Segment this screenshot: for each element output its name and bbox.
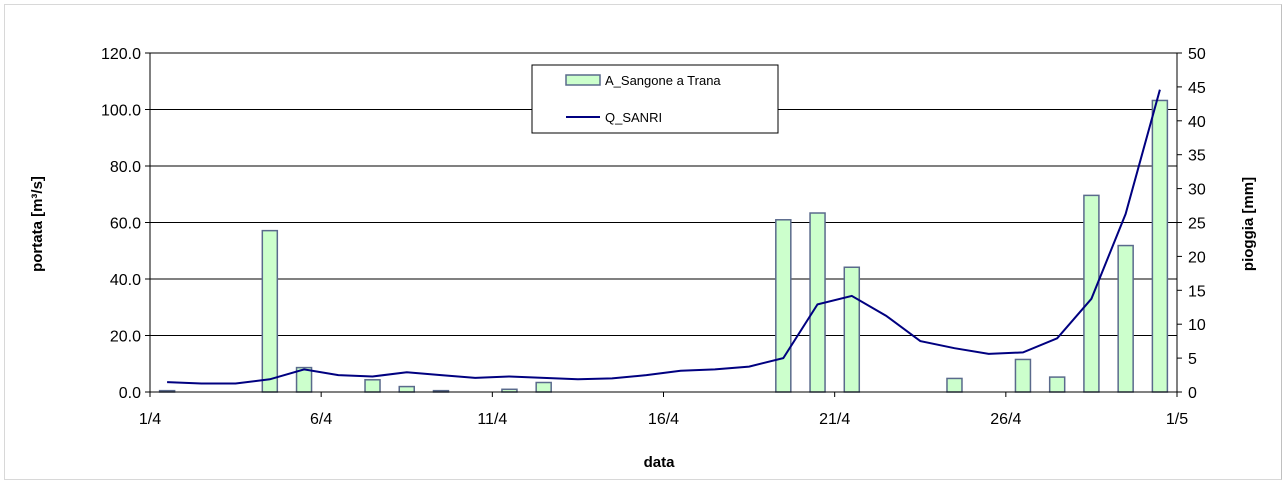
x-tick-label: 26/4 (990, 411, 1021, 428)
chart-frame (4, 4, 1282, 480)
right-tick-label: 5 (1188, 351, 1197, 368)
right-tick-label: 0 (1188, 385, 1197, 402)
rain-bar (1083, 194, 1100, 393)
rain-bar (946, 377, 963, 393)
left-tick-label: 120.0 (101, 46, 141, 63)
rain-bar (398, 385, 415, 393)
x-tick-label: 16/4 (648, 411, 679, 428)
rain-bar (1048, 376, 1066, 393)
x-tick-label: 6/4 (310, 411, 332, 428)
discharge-line (167, 89, 1161, 385)
x-axis-title: data (644, 454, 676, 471)
left-tick-label: 60.0 (110, 216, 141, 233)
grid-lines (150, 52, 1177, 336)
left-tick-label: 20.0 (110, 329, 141, 346)
right-tick-label: 50 (1188, 46, 1206, 63)
x-axis-ticks: 1/4 6/4 11/4 16/4 21/4 26/4 1/5 (139, 392, 1188, 428)
right-tick-label: 30 (1188, 182, 1206, 199)
left-tick-label: 0.0 (119, 385, 141, 402)
left-axis-title: portata [m³/s] (29, 176, 46, 272)
right-tick-label: 10 (1188, 317, 1206, 334)
x-tick-label: 21/4 (819, 411, 850, 428)
legend-line-label: Q_SANRI (605, 110, 662, 125)
legend-bar-swatch (565, 74, 601, 86)
left-tick-label: 100.0 (101, 103, 141, 120)
rain-bar (1014, 358, 1032, 393)
right-tick-label: 25 (1188, 216, 1206, 233)
legend-bar-label: A_Sangone a Trana (605, 73, 721, 88)
discharge-line-group (167, 89, 1161, 385)
x-tick-label: 11/4 (477, 411, 507, 428)
rain-bar (843, 266, 861, 393)
rain-bars (158, 99, 1169, 393)
right-tick-label: 45 (1188, 80, 1206, 97)
rain-bar (364, 379, 381, 393)
left-axis-ticks: 0.0 20.0 40.0 60.0 80.0 100.0 120.0 (101, 46, 150, 402)
right-tick-label: 15 (1188, 283, 1206, 300)
right-tick-label: 40 (1188, 114, 1206, 131)
left-tick-label: 80.0 (110, 159, 141, 176)
legend: A_Sangone a Trana Q_SANRI (531, 64, 779, 134)
right-axis-ticks: 0 5 10 15 20 25 30 35 40 45 50 (1177, 46, 1206, 402)
rain-bar (1117, 244, 1134, 393)
right-axis-title: pioggia [mm] (1240, 177, 1257, 271)
rain-bar (535, 381, 552, 393)
rain-bar (1151, 99, 1169, 393)
x-tick-label: 1/5 (1166, 411, 1188, 428)
rain-bar (775, 219, 792, 393)
x-tick-label: 1/4 (139, 411, 161, 428)
right-tick-label: 20 (1188, 249, 1206, 266)
left-tick-label: 40.0 (110, 272, 141, 289)
right-tick-label: 35 (1188, 148, 1206, 165)
rain-bar (261, 229, 279, 393)
